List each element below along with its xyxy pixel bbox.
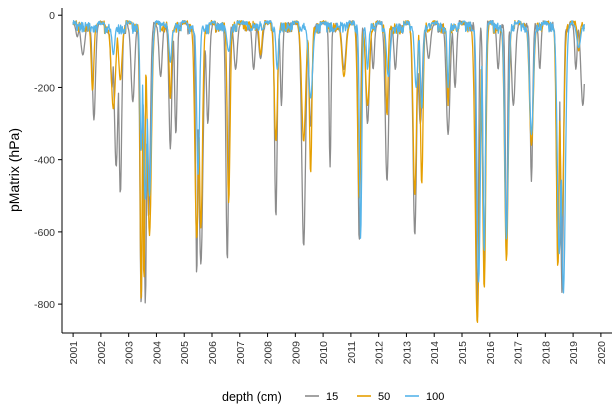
y-axis-title: pMatrix (hPa): [6, 128, 22, 212]
y-tick-label: -800: [34, 299, 55, 311]
x-tick-label: 2019: [568, 341, 580, 365]
x-tick-label: 2020: [596, 341, 608, 365]
x-tick-label: 2001: [68, 341, 80, 365]
x-tick-label: 2009: [290, 341, 302, 365]
x-tick-label: 2014: [429, 341, 441, 365]
x-tick-label: 2004: [151, 341, 163, 365]
y-tick-label: -200: [34, 82, 55, 94]
legend-label-50: 50: [378, 391, 390, 403]
x-tick-label: 2002: [96, 341, 108, 365]
x-tick-label: 2013: [401, 341, 413, 365]
axes: [61, 8, 612, 334]
x-tick-label: 2012: [374, 341, 386, 365]
x-ticks: 2001 2002 2003 2004 2005 2006 2007 2008 2009 2010…: [68, 333, 608, 364]
legend: depth (cm) 15 50 100: [222, 390, 444, 404]
y-ticks: 0 -200 -400 -600 -800: [34, 10, 62, 311]
x-tick-label: 2016: [485, 341, 497, 365]
plot-lines: [72, 19, 585, 323]
x-tick-label: 2008: [263, 341, 275, 365]
x-tick-label: 2017: [513, 341, 525, 365]
legend-label-100: 100: [426, 391, 444, 403]
series-line-100: [72, 20, 585, 294]
legend-title: depth (cm): [222, 390, 282, 404]
legend-label-15: 15: [326, 391, 338, 403]
x-tick-label: 2015: [457, 341, 469, 365]
x-tick-label: 2011: [346, 341, 358, 364]
x-tick-label: 2018: [540, 341, 552, 365]
y-tick-label: 0: [49, 10, 55, 22]
x-tick-label: 2005: [179, 341, 191, 365]
y-tick-label: -400: [34, 155, 55, 167]
x-tick-label: 2010: [318, 341, 330, 365]
series-line-15: [72, 20, 585, 318]
x-tick-label: 2007: [235, 341, 247, 365]
x-tick-label: 2006: [207, 341, 219, 365]
x-tick-label: 2003: [124, 341, 136, 365]
y-tick-label: -600: [34, 227, 55, 239]
